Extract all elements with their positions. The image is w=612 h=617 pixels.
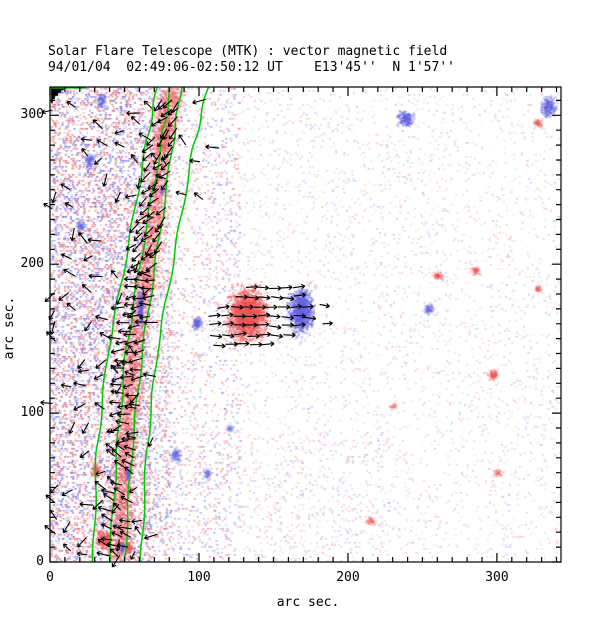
y-tick-label: 200 [20,256,44,272]
chart-title: Solar Flare Telescope (MTK) : vector mag… [48,44,448,59]
contour-line [109,86,171,562]
x-axis-label: arc sec. [276,595,340,610]
magnetic-field-vectors [40,98,333,568]
x-tick-label: 0 [46,570,54,585]
contour-line [139,86,210,563]
x-tick-label: 300 [485,570,509,585]
contour-line [123,86,183,563]
y-tick-label: 0 [36,554,44,569]
y-tick-label: 100 [20,405,44,421]
y-tick-label: 300 [20,107,44,123]
plot-frame [49,86,562,563]
y-axis-label: arc sec. [2,296,17,360]
axis-ticks [49,87,561,563]
chart-subtitle: 94/01/04 02:49:06-02:50:12 UT E13'45'' N… [48,60,455,75]
x-tick-label: 100 [187,570,211,585]
x-tick-label: 200 [336,570,360,585]
